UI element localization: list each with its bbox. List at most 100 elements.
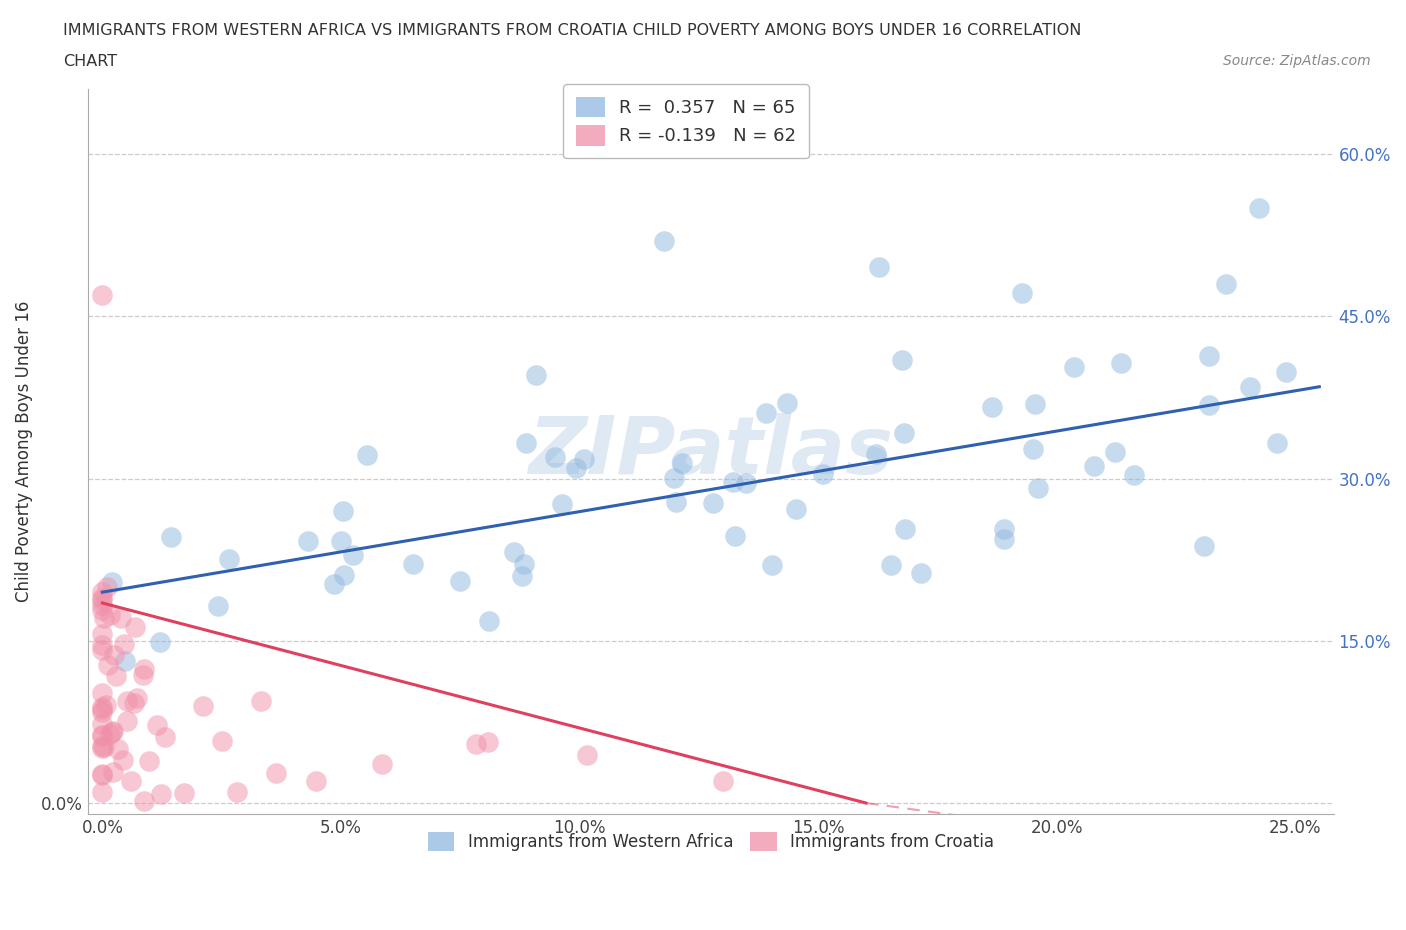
Point <box>993 531 1015 546</box>
Point <box>330 533 353 548</box>
Point <box>524 367 547 382</box>
Point <box>91 739 114 754</box>
Point <box>91 642 114 657</box>
Point <box>207 599 229 614</box>
Point <box>879 557 901 572</box>
Point <box>894 522 917 537</box>
Point <box>724 528 747 543</box>
Point <box>110 611 132 626</box>
Point <box>333 568 356 583</box>
Point <box>91 591 114 605</box>
Point <box>980 400 1002 415</box>
Point <box>565 461 588 476</box>
Point <box>893 425 915 440</box>
Text: CHART: CHART <box>63 54 117 69</box>
Text: Source: ZipAtlas.com: Source: ZipAtlas.com <box>1223 54 1371 68</box>
Point <box>96 579 118 594</box>
Point <box>98 608 121 623</box>
Point <box>890 352 912 367</box>
Point <box>91 716 114 731</box>
Point <box>107 741 129 756</box>
Point <box>1011 286 1033 300</box>
Point <box>402 556 425 571</box>
Point <box>665 495 688 510</box>
Point <box>91 699 114 714</box>
Point <box>218 551 240 566</box>
Point <box>664 471 686 485</box>
Point <box>101 575 124 590</box>
Point <box>100 724 122 739</box>
Point <box>91 592 114 607</box>
Point <box>226 785 249 800</box>
Legend: Immigrants from Western Africa, Immigrants from Croatia: Immigrants from Western Africa, Immigran… <box>419 824 1002 860</box>
Point <box>93 740 115 755</box>
Point <box>332 504 354 519</box>
Point <box>754 405 776 420</box>
Point <box>1063 360 1085 375</box>
Point <box>1247 201 1270 216</box>
Point <box>173 786 195 801</box>
Point <box>702 495 724 510</box>
Point <box>91 626 114 641</box>
Point <box>512 568 534 583</box>
Point <box>1275 365 1298 379</box>
Point <box>477 614 499 629</box>
Point <box>1104 445 1126 459</box>
Point <box>149 634 172 649</box>
Point <box>1198 348 1220 363</box>
Point <box>134 793 156 808</box>
Point <box>868 259 890 274</box>
Point <box>503 544 526 559</box>
Point <box>91 728 114 743</box>
Point <box>356 447 378 462</box>
Point <box>117 713 139 728</box>
Point <box>91 602 114 617</box>
Point <box>775 395 797 410</box>
Point <box>544 449 567 464</box>
Point <box>711 774 734 789</box>
Point <box>1215 276 1237 291</box>
Point <box>91 785 114 800</box>
Point <box>1239 379 1261 394</box>
Point <box>98 726 121 741</box>
Point <box>91 728 114 743</box>
Point <box>1265 435 1288 450</box>
Point <box>250 694 273 709</box>
Point <box>211 734 233 749</box>
Point <box>91 584 114 599</box>
Point <box>97 658 120 672</box>
Point <box>91 287 114 302</box>
Point <box>297 534 319 549</box>
Point <box>811 467 834 482</box>
Point <box>124 619 146 634</box>
Point <box>264 765 287 780</box>
Point <box>91 701 114 716</box>
Point <box>91 766 114 781</box>
Point <box>101 764 124 779</box>
Point <box>146 717 169 732</box>
Point <box>150 787 173 802</box>
Point <box>91 740 114 755</box>
Point <box>120 774 142 789</box>
Point <box>721 474 744 489</box>
Point <box>734 476 756 491</box>
Point <box>551 497 574 512</box>
Point <box>91 767 114 782</box>
Point <box>91 686 114 701</box>
Point <box>114 653 136 668</box>
Point <box>342 548 364 563</box>
Text: IMMIGRANTS FROM WESTERN AFRICA VS IMMIGRANTS FROM CROATIA CHILD POVERTY AMONG BO: IMMIGRANTS FROM WESTERN AFRICA VS IMMIGR… <box>63 23 1081 38</box>
Point <box>1122 467 1144 482</box>
Point <box>464 737 486 751</box>
Point <box>1024 396 1046 411</box>
Point <box>159 530 181 545</box>
Point <box>155 730 177 745</box>
Point <box>1198 398 1220 413</box>
Point <box>304 774 326 789</box>
Point <box>993 522 1015 537</box>
Point <box>112 752 135 767</box>
Point <box>91 704 114 719</box>
Point <box>112 637 135 652</box>
Point <box>132 668 155 683</box>
Point <box>865 446 887 461</box>
